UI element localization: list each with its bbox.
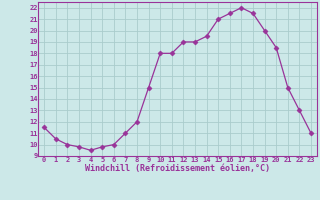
X-axis label: Windchill (Refroidissement éolien,°C): Windchill (Refroidissement éolien,°C) bbox=[85, 164, 270, 173]
